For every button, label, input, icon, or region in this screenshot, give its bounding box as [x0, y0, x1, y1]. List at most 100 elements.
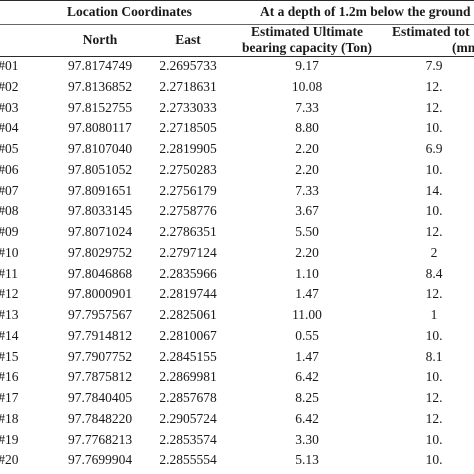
cell-settlement: 8.4 [425, 265, 443, 281]
header-settlement-line1: Estimated tot [392, 24, 470, 39]
cell-east: 2.2718631 [159, 78, 217, 94]
cell-east: 2.2853574 [159, 431, 217, 447]
cell-east: 2.2756179 [159, 182, 217, 198]
cell-test-id: T#07 [0, 182, 19, 198]
cell-north: 97.8029752 [67, 244, 133, 260]
cell-bearing-capacity: 10.08 [291, 78, 323, 94]
cell-east: 2.2835966 [159, 265, 217, 281]
cell-settlement: 8.1 [425, 348, 443, 364]
cell-bearing-capacity: 5.13 [295, 452, 319, 468]
cell-north: 97.8091651 [67, 182, 133, 198]
cell-test-id: T#04 [0, 120, 19, 136]
cell-north: 97.8152755 [67, 99, 133, 115]
cell-north: 97.8046868 [67, 265, 133, 281]
header-north: North [82, 32, 118, 47]
cell-north: 97.8136852 [67, 78, 133, 94]
cell-north: 97.7848220 [67, 410, 133, 426]
cell-settlement: 2 [430, 244, 438, 260]
cell-bearing-capacity: 1.47 [295, 286, 319, 302]
cell-east: 2.2905724 [159, 410, 217, 426]
header-bearing-line1: Estimated Ultimate [250, 24, 364, 39]
cell-settlement: 12. [425, 99, 443, 115]
cell-settlement: 1 [430, 307, 438, 322]
header-bottom-rule [0, 56, 474, 57]
cell-test-id: T#13 [0, 307, 19, 322]
cell-bearing-capacity: 11.00 [292, 307, 322, 322]
cell-test-id: T#12 [0, 286, 19, 302]
cell-test-id: T#02 [0, 78, 19, 94]
cell-settlement: 10. [425, 203, 443, 219]
cell-bearing-capacity: 0.55 [295, 327, 319, 343]
cell-bearing-capacity: 8.80 [295, 120, 319, 136]
cell-bearing-capacity: 8.25 [295, 390, 319, 405]
cell-north: 97.8051052 [67, 161, 133, 177]
header-divider [0, 24, 474, 25]
header-location-coordinates: Location Coordinates [67, 4, 192, 19]
cell-test-id: T#16 [0, 369, 19, 385]
cell-north: 97.8000901 [67, 286, 133, 302]
cell-bearing-capacity: 7.33 [295, 99, 319, 115]
cell-test-id: T#06 [0, 161, 19, 177]
cell-east: 2.2857678 [159, 390, 217, 405]
cell-east: 2.2845155 [159, 348, 217, 364]
cell-east: 2.2733033 [159, 99, 217, 115]
cell-settlement: 12. [425, 78, 443, 94]
cell-test-id: T#17 [0, 390, 19, 405]
cell-test-id: T#20 [0, 452, 19, 468]
header-east: East [175, 32, 201, 47]
cell-test-id: T#14 [0, 327, 19, 343]
cell-settlement: 6.9 [425, 141, 443, 156]
cell-bearing-capacity: 3.30 [295, 431, 319, 447]
cell-north: 97.8080117 [68, 120, 132, 136]
cell-test-id: T#10 [0, 244, 19, 260]
cell-settlement: 14. [425, 182, 443, 198]
cell-bearing-capacity: 3.67 [295, 203, 319, 219]
cell-north: 97.7957567 [67, 307, 133, 322]
cell-east: 2.2695733 [159, 58, 217, 73]
cell-settlement: 10. [425, 120, 443, 136]
cell-east: 2.2786351 [159, 224, 217, 239]
cell-east: 2.2810067 [159, 327, 217, 343]
cell-east: 2.2869981 [159, 369, 217, 385]
cell-settlement: 10. [425, 431, 443, 447]
cell-north: 97.7914812 [67, 327, 133, 343]
header-depth-group: At a depth of 1.2m below the ground [260, 4, 471, 19]
cell-north: 97.8174749 [67, 58, 133, 73]
cell-test-id: T#15 [0, 348, 19, 364]
cell-settlement: 12. [425, 224, 443, 239]
cell-settlement: 7.9 [425, 58, 443, 73]
cell-bearing-capacity: 2.20 [295, 161, 319, 177]
cell-settlement: 12. [425, 286, 443, 302]
cell-east: 2.2819905 [159, 141, 217, 156]
cell-bearing-capacity: 2.20 [295, 141, 319, 156]
cell-test-id: T#09 [0, 224, 19, 239]
cell-north: 97.7699904 [67, 452, 133, 468]
cell-east: 2.2855554 [159, 452, 217, 468]
cell-bearing-capacity: 1.47 [295, 348, 319, 364]
cell-bearing-capacity: 6.42 [295, 369, 319, 385]
cell-settlement: 10. [425, 161, 443, 177]
cell-settlement: 12. [425, 410, 443, 426]
cell-east: 2.2758776 [159, 203, 217, 219]
cell-east: 2.2718505 [159, 120, 217, 136]
cell-east: 2.2819744 [159, 286, 217, 302]
cell-test-id: T#03 [0, 99, 19, 115]
cell-test-id: T#08 [0, 203, 19, 219]
cell-north: 97.8107040 [67, 141, 133, 156]
cell-test-id: T#11 [0, 265, 18, 281]
cell-bearing-capacity: 9.17 [295, 58, 319, 73]
cell-settlement: 10. [425, 369, 443, 385]
cell-east: 2.2825061 [159, 307, 217, 322]
cell-east: 2.2797124 [159, 244, 217, 260]
cell-east: 2.2750283 [159, 161, 217, 177]
cell-bearing-capacity: 5.50 [295, 224, 319, 239]
cell-north: 97.7875812 [67, 369, 133, 385]
cell-north: 97.7768213 [67, 431, 133, 447]
cell-settlement: 10. [425, 452, 443, 468]
cell-north: 97.7907752 [67, 348, 133, 364]
cell-test-id: T#05 [0, 141, 19, 156]
cell-north: 97.8071024 [67, 224, 133, 239]
table-top-rule [0, 0, 474, 1]
cell-bearing-capacity: 2.20 [295, 244, 319, 260]
cell-north: 97.7840405 [67, 390, 133, 405]
